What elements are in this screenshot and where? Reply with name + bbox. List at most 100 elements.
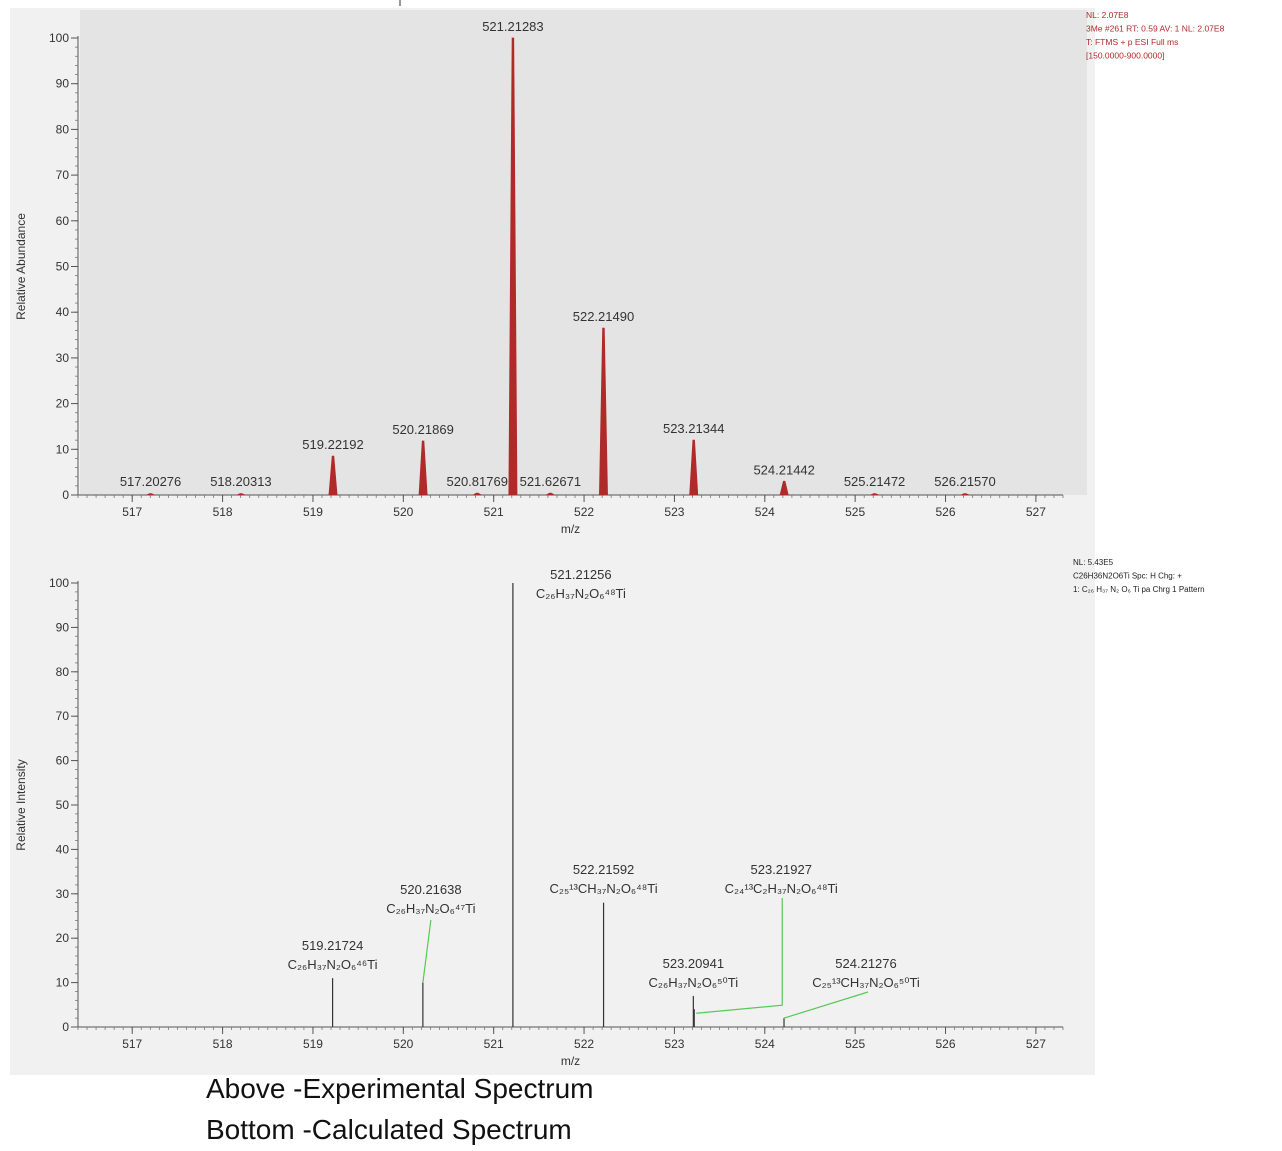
peak-mz-label: 520.21638 [400, 882, 461, 897]
peak-521.62671 [544, 492, 556, 496]
x-tick-label: 521 [484, 505, 504, 519]
peak-522.21490 [599, 327, 608, 496]
y-axis-title: Relative Intensity [14, 759, 28, 850]
y-tick-label: 20 [56, 931, 70, 945]
y-tick-label: 0 [62, 488, 69, 502]
y-tick-label: 50 [56, 260, 70, 274]
peak-label: 524.21442 [753, 462, 814, 477]
x-tick-label: 524 [755, 1037, 775, 1051]
x-tick-label: 527 [1026, 505, 1046, 519]
x-tick-label: 522 [574, 1037, 594, 1051]
peak-label: 526.21570 [934, 474, 995, 489]
y-tick-label: 20 [56, 397, 70, 411]
peak-526.21570 [960, 493, 970, 496]
x-tick-label: 518 [213, 505, 233, 519]
x-tick-label: 521 [484, 1037, 504, 1051]
x-tick-label: 525 [845, 1037, 865, 1051]
leader-line [783, 991, 869, 1019]
x-tick-label: 522 [574, 505, 594, 519]
x-tick-label: 526 [936, 505, 956, 519]
x-tick-label: 523 [664, 1037, 684, 1051]
info-line-3: 1: C₂₆ H₃₇ N₂ O₆ Ti pa Chrg 1 Pattern [1073, 585, 1205, 594]
y-tick-label: 30 [56, 887, 70, 901]
peak-mz-label: 524.21276 [835, 956, 896, 971]
y-tick-label: 60 [56, 214, 70, 228]
x-tick-label: 520 [393, 505, 413, 519]
y-tick-label: 10 [56, 442, 70, 456]
peak-formula-label: C₂₄¹³C₂H₃₇N₂O₆⁴⁸Ti [725, 881, 838, 896]
y-tick-label: 60 [56, 754, 70, 768]
x-axis-title: m/z [561, 1054, 580, 1068]
peak-label: 518.20313 [210, 474, 271, 489]
leader-line [696, 898, 783, 1014]
caption-calculated: Bottom -Calculated Spectrum [206, 1114, 572, 1145]
peak-label: 520.81769 [446, 474, 507, 489]
peak-label: 520.21869 [392, 422, 453, 437]
y-tick-label: 80 [56, 122, 70, 136]
peak-label: 521.62671 [520, 474, 581, 489]
y-tick-label: 70 [56, 709, 70, 723]
y-tick-label: 90 [56, 620, 70, 634]
caption-experimental: Above -Experimental Spectrum [206, 1073, 594, 1104]
y-tick-label: 50 [56, 798, 70, 812]
x-tick-label: 519 [303, 505, 323, 519]
y-tick-label: 100 [49, 576, 69, 590]
leader-line [422, 919, 432, 983]
x-tick-label: 526 [936, 1037, 956, 1051]
y-tick-label: 70 [56, 168, 70, 182]
peak-519.22192 [328, 455, 338, 496]
peak-520.81769 [471, 492, 483, 496]
peak-518.20313 [236, 493, 246, 496]
info-line-2: 3Me #261 RT: 0.59 AV: 1 NL: 2.07E8 [1086, 24, 1225, 34]
plot-area-background [80, 10, 1087, 495]
peak-label: 519.22192 [302, 437, 363, 452]
x-tick-label: 519 [303, 1037, 323, 1051]
peak-523.21344 [689, 439, 699, 496]
info-line-2: C26H36N2O6Ti Spc: H Chg: + [1073, 572, 1182, 581]
y-axis-title: Relative Abundance [14, 213, 28, 320]
peak-mz-label: 521.21256 [550, 567, 611, 582]
peak-formula-label: C₂₆H₃₇N₂O₆⁴⁸Ti [536, 586, 626, 601]
peak-formula-label: C₂₅¹³CH₃₇N₂O₆⁴⁸Ti [550, 881, 658, 896]
x-tick-label: 520 [393, 1037, 413, 1051]
y-tick-label: 80 [56, 665, 70, 679]
peak-mz-label: 523.21927 [751, 862, 812, 877]
peak-label: 517.20276 [120, 474, 181, 489]
y-tick-label: 100 [49, 31, 69, 45]
x-tick-label: 517 [122, 1037, 142, 1051]
peak-label: 521.21283 [482, 19, 543, 34]
experimental-spectrum-chart: 0 10 20 30 40 50 60 70 80 90 100 517 518 519 520 521 522… [14, 10, 1225, 536]
peak-mz-label: 523.20941 [663, 956, 724, 971]
peak-label: 525.21472 [844, 474, 905, 489]
x-tick-label: 518 [213, 1037, 233, 1051]
x-tick-label: 527 [1026, 1037, 1046, 1051]
peak-label: 522.21490 [573, 309, 634, 324]
peak-formula-label: C₂₆H₃₇N₂O₆⁴⁷Ti [386, 901, 475, 916]
x-axis-title: m/z [561, 522, 580, 536]
y-tick-label: 40 [56, 305, 70, 319]
peak-label: 523.21344 [663, 421, 724, 436]
peak-formula-label: C₂₅¹³CH₃₇N₂O₆⁵⁰Ti [812, 975, 920, 990]
y-tick-label: 90 [56, 77, 70, 91]
peak-mz-label: 522.21592 [573, 862, 634, 877]
peak-mz-label: 519.21724 [302, 938, 363, 953]
peak-520.21869 [418, 440, 428, 496]
x-tick-label: 517 [122, 505, 142, 519]
info-line-4: [150.0000-900.0000] [1086, 51, 1164, 61]
y-tick-label: 0 [62, 1020, 69, 1034]
y-tick-label: 40 [56, 842, 70, 856]
peak-517.20276 [146, 493, 155, 496]
peak-formula-label: C₂₆H₃₇N₂O₆⁵⁰Ti [649, 975, 739, 990]
peak-formula-label: C₂₆H₃₇N₂O₆⁴⁶Ti [288, 957, 378, 972]
peak-525.21472 [870, 493, 879, 496]
calculated-spectrum-chart: 0 10 20 30 40 50 60 70 80 90 100 517 518 519 520 521 522… [14, 558, 1205, 1068]
info-line-1: NL: 2.07E8 [1086, 10, 1129, 20]
x-tick-label: 525 [845, 505, 865, 519]
info-line-3: T: FTMS + p ESI Full ms [1086, 37, 1178, 47]
x-tick-label: 523 [664, 505, 684, 519]
y-tick-label: 30 [56, 351, 70, 365]
info-line-1: NL: 5.43E5 [1073, 558, 1114, 567]
x-tick-label: 524 [755, 505, 775, 519]
peak-521.21283 [508, 37, 518, 496]
